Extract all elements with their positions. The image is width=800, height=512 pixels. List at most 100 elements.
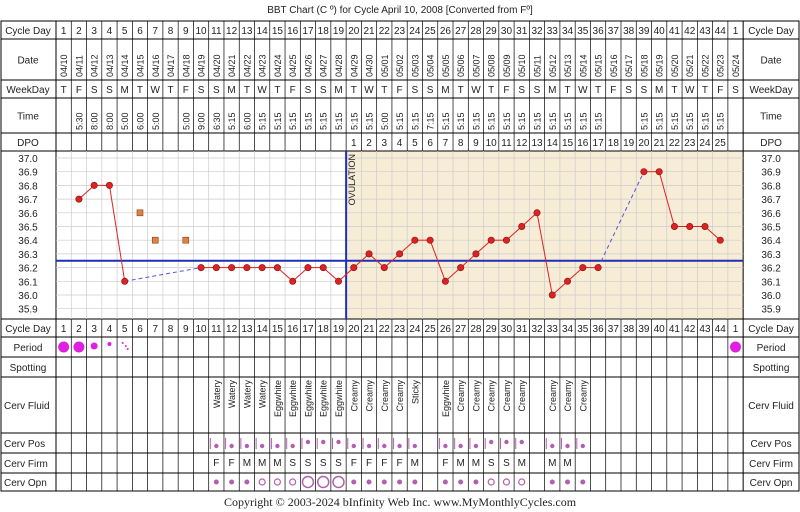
weekday-letter: F: [610, 85, 616, 96]
temp-point: [594, 264, 602, 272]
weekday-letter: T: [702, 85, 708, 96]
date-label: 05/12: [548, 54, 558, 77]
cycle-day-number: 7: [152, 26, 158, 37]
date-label: 05/21: [685, 54, 695, 77]
temp-line: [658, 171, 675, 227]
cycle-day-number-bottom: 4: [107, 324, 113, 335]
dpo-number: 1: [351, 138, 357, 149]
temp-open-point: [151, 236, 159, 244]
cycle-day-number-bottom: 43: [699, 324, 711, 335]
time-label: 5:15: [670, 112, 680, 130]
dpo-number: 16: [577, 138, 589, 149]
dpo-number: 10: [486, 138, 498, 149]
cycle-day-number: 15: [272, 26, 284, 37]
weekday-letter: M: [548, 85, 556, 96]
row-label-right-period: Period: [757, 343, 786, 354]
cycle-day-number: 26: [440, 26, 452, 37]
date-label: 05/06: [456, 54, 466, 77]
cerv-pos-dot: [336, 439, 341, 445]
date-label: 05/03: [410, 54, 420, 77]
cycle-day-number: 16: [287, 26, 299, 37]
cerv-opn-closed: [397, 479, 403, 485]
weekday-letter: F: [76, 85, 82, 96]
dpo-number: 24: [699, 138, 711, 149]
y-tick-label-left: 36.0: [18, 291, 38, 302]
temp-point: [502, 236, 510, 244]
cerv-opn-closed: [244, 479, 250, 485]
cerv-opn-closed: [412, 479, 418, 485]
cerv-firm-letter: M: [273, 458, 281, 469]
cerv-pos-dot: [397, 443, 402, 449]
weekday-letter: F: [183, 85, 189, 96]
temp-point: [90, 181, 98, 189]
cycle-day-number: 14: [257, 26, 269, 37]
time-label: 5:15: [227, 112, 237, 130]
cerv-opn-closed: [458, 479, 464, 485]
date-label: 05/05: [441, 54, 451, 77]
date-label: 05/08: [487, 54, 497, 77]
temp-open-point: [136, 209, 144, 217]
cerv-fluid-label: Creamy: [517, 380, 527, 412]
cycle-day-number-bottom: 6: [137, 324, 143, 335]
time-label: 5:15: [349, 112, 359, 130]
weekday-letter: M: [227, 85, 235, 96]
cerv-fluid-label: Creamy: [487, 380, 497, 412]
cycle-day-number: 2: [76, 26, 82, 37]
dpo-number: 8: [458, 138, 464, 149]
temp-point: [121, 277, 129, 285]
date-label: 05/24: [731, 54, 741, 77]
temp-point: [472, 250, 480, 258]
cerv-pos-dot: [366, 443, 372, 449]
time-label: 5:15: [517, 112, 527, 130]
temp-point: [411, 236, 419, 244]
cycle-day-number: 43: [699, 26, 711, 37]
weekday-letter: S: [518, 85, 525, 96]
cycle-day-number-bottom: 24: [409, 324, 421, 335]
y-tick-label-left: 36.6: [18, 209, 38, 220]
time-label: 5:15: [258, 112, 268, 130]
cycle-day-number-bottom: 23: [394, 324, 406, 335]
temp-point: [273, 264, 281, 272]
cerv-opn-medium: [518, 478, 526, 486]
date-label: 04/29: [349, 54, 359, 77]
cycle-day-number-bottom: 13: [241, 324, 253, 335]
cerv-fluid-label: Watery: [212, 380, 222, 409]
row-label-cd1: Cycle Day: [5, 26, 51, 37]
cerv-firm-letter: S: [503, 458, 510, 469]
cycle-day-number: 30: [501, 26, 513, 37]
date-label: 05/16: [609, 54, 619, 77]
time-label: 5:15: [319, 112, 329, 130]
cycle-day-number-bottom: 11: [211, 324, 222, 335]
temp-open-point: [182, 236, 190, 244]
date-label: 05/18: [639, 54, 649, 77]
weekday-letter: S: [625, 85, 632, 96]
cerv-pos-dot: [504, 439, 509, 445]
cycle-day-number: 44: [715, 26, 727, 37]
cycle-day-number-bottom: 33: [547, 324, 559, 335]
cerv-pos-dot: [244, 443, 250, 449]
cycle-day-number: 32: [531, 26, 543, 37]
cycle-day-number-bottom: 44: [715, 324, 727, 335]
cycle-day-number: 21: [363, 26, 375, 37]
date-label: 05/01: [380, 54, 390, 77]
cerv-firm-letter: F: [381, 458, 387, 469]
cycle-day-number-bottom: 32: [531, 324, 543, 335]
weekday-letter: F: [717, 85, 723, 96]
date-label: 05/14: [578, 54, 588, 77]
cycle-day-number-bottom: 36: [593, 324, 605, 335]
cycle-day-number-bottom: 38: [623, 324, 635, 335]
footer-copyright[interactable]: Copyright © 2003-2024 bInfinity Web Inc.…: [224, 495, 577, 509]
temp-point: [686, 223, 694, 231]
cycle-day-number: 42: [684, 26, 696, 37]
weekday-letter: T: [167, 85, 173, 96]
period-spotting-dot: [121, 342, 124, 344]
y-tick-label-right: 36.4: [761, 236, 781, 247]
cycle-day-number: 3: [91, 26, 97, 37]
row-label-spot: Spotting: [10, 363, 47, 374]
weekday-letter: S: [534, 85, 541, 96]
cycle-day-number-bottom: 1: [733, 324, 739, 335]
time-label: 5:00: [380, 112, 390, 130]
time-label: 5:15: [533, 112, 543, 130]
